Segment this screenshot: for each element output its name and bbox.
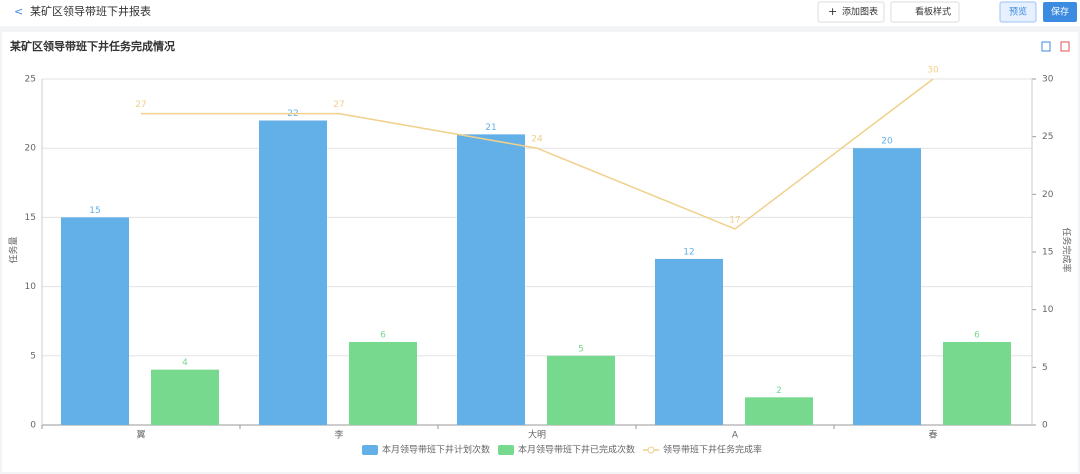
style-button[interactable] xyxy=(890,1,960,23)
add-chart-label: 添加图表 xyxy=(842,6,878,18)
y2-tick-label: 20 xyxy=(1042,190,1054,200)
legend-swatch xyxy=(498,445,515,455)
value-label: 6 xyxy=(974,330,980,340)
y2-tick-label: 15 xyxy=(1042,248,1053,258)
value-label: 2 xyxy=(776,386,782,396)
y-tick-label: 25 xyxy=(25,75,36,85)
legend-swatch xyxy=(647,446,655,454)
bar xyxy=(151,369,219,425)
value-label: 4 xyxy=(182,358,188,368)
legend-label: 领导带班下井任务完成率 xyxy=(663,444,762,456)
x-tick-label: 春 xyxy=(928,429,937,441)
y-axis-title: 任务量 xyxy=(8,236,20,263)
x-tick-label: 大明 xyxy=(528,429,546,441)
preview-label: 预览 xyxy=(1009,6,1027,18)
y2-tick-label: 30 xyxy=(1042,75,1054,85)
legend-swatch xyxy=(362,445,378,455)
bar xyxy=(349,341,417,425)
value-label: 20 xyxy=(881,137,893,147)
y-tick-label: 20 xyxy=(25,144,37,154)
bar xyxy=(547,355,615,425)
preview-button[interactable] xyxy=(999,1,1037,23)
delete-icon[interactable] xyxy=(1060,41,1070,52)
value-label: 27 xyxy=(333,100,344,110)
value-label: 27 xyxy=(135,100,146,110)
style-label: 看板样式 xyxy=(915,6,951,18)
add-chart-button[interactable] xyxy=(817,1,885,23)
y2-tick-label: 5 xyxy=(1042,363,1048,373)
x-tick-label: A xyxy=(732,431,739,441)
save-button[interactable] xyxy=(1043,2,1077,22)
value-label: 24 xyxy=(531,135,543,145)
value-label: 17 xyxy=(729,215,740,225)
y2-tick-label: 0 xyxy=(1042,421,1048,431)
bar xyxy=(61,217,129,425)
y2-tick-label: 10 xyxy=(1042,305,1054,315)
legend-label: 本月领导带班下井计划次数 xyxy=(382,444,490,456)
plus-icon: + xyxy=(828,5,837,18)
value-label: 21 xyxy=(485,123,496,133)
y-tick-label: 5 xyxy=(30,351,36,361)
y-tick-label: 15 xyxy=(25,213,36,223)
page-title: 某矿区领导带班下井报表 xyxy=(30,4,151,18)
legend-label: 本月领导带班下井已完成次数 xyxy=(518,444,635,456)
bar xyxy=(655,258,723,425)
bar xyxy=(853,148,921,425)
card-title: 某矿区领导带班下井任务完成情况 xyxy=(9,39,175,53)
value-label: 12 xyxy=(683,247,694,257)
x-tick-label: 翼 xyxy=(136,430,145,441)
save-label: 保存 xyxy=(1051,6,1069,18)
value-label: 5 xyxy=(578,344,584,354)
x-tick-label: 李 xyxy=(334,429,343,441)
value-label: 15 xyxy=(89,206,100,216)
y-tick-label: 10 xyxy=(25,282,37,292)
y2-axis-title: 任务完成率 xyxy=(1061,227,1073,272)
value-label: 6 xyxy=(380,330,386,340)
value-label: 30 xyxy=(927,66,939,76)
y-tick-label: 0 xyxy=(30,421,36,431)
edit-icon[interactable] xyxy=(1041,41,1051,52)
line xyxy=(141,78,934,230)
bar xyxy=(457,134,525,426)
bar xyxy=(745,397,813,425)
back-button[interactable]: < xyxy=(14,5,23,18)
y2-tick-label: 25 xyxy=(1042,132,1053,142)
bar xyxy=(259,120,327,426)
bar xyxy=(943,341,1011,425)
